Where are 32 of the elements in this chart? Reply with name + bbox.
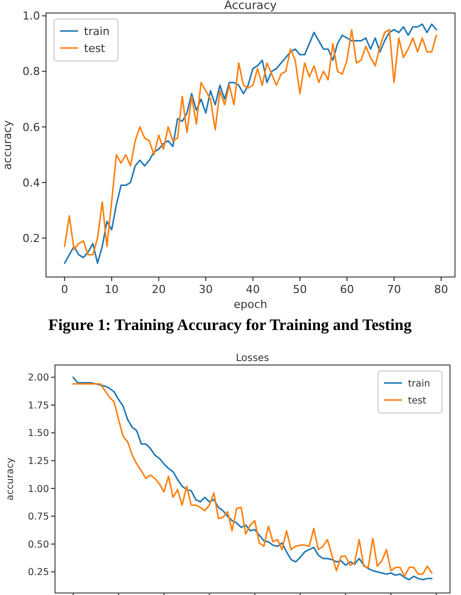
legend-label: test [408, 395, 427, 406]
y-tick-label: 0.75 [28, 512, 49, 523]
caption: Figure 1: Training Accuracy for Training and Testing [48, 317, 412, 334]
legend-label: train [84, 24, 110, 38]
x-tick-label: 0 [61, 283, 68, 296]
x-tick-label: 70 [387, 283, 402, 296]
x-tick-label: 10 [104, 283, 119, 296]
y-tick-label: 1.50 [28, 428, 49, 440]
y-tick-label: 1.00 [28, 484, 49, 495]
y-tick-label: 1.75 [28, 400, 49, 412]
chart-title: Losses [236, 353, 270, 364]
y-tick-label: 0.50 [28, 539, 49, 550]
y-tick-label: 1.25 [28, 456, 49, 467]
y-tick-label: 0.8 [22, 65, 40, 78]
y-axis-title: accuracy [1, 120, 14, 170]
y-tick-label: 2.00 [28, 372, 49, 384]
x-tick-label: 20 [152, 283, 166, 296]
x-axis-title: epoch [234, 298, 268, 311]
x-tick-label: 40 [246, 283, 260, 296]
chart-title: Accuracy [224, 0, 277, 12]
y-tick-label: 1.0 [22, 10, 40, 23]
x-tick-label: 30 [198, 283, 213, 296]
y-tick-label: 0.6 [22, 120, 40, 134]
legend-label: test [84, 42, 106, 55]
y-axis-title: accuracy [5, 457, 16, 500]
x-tick-label: 80 [434, 283, 448, 296]
y-tick-label: 0.4 [22, 176, 40, 190]
y-tick-label: 0.25 [28, 567, 49, 578]
x-tick-label: 50 [292, 283, 307, 296]
legend-label: train [408, 378, 430, 390]
x-tick-label: 60 [340, 283, 354, 296]
y-tick-label: 0.2 [22, 232, 40, 245]
